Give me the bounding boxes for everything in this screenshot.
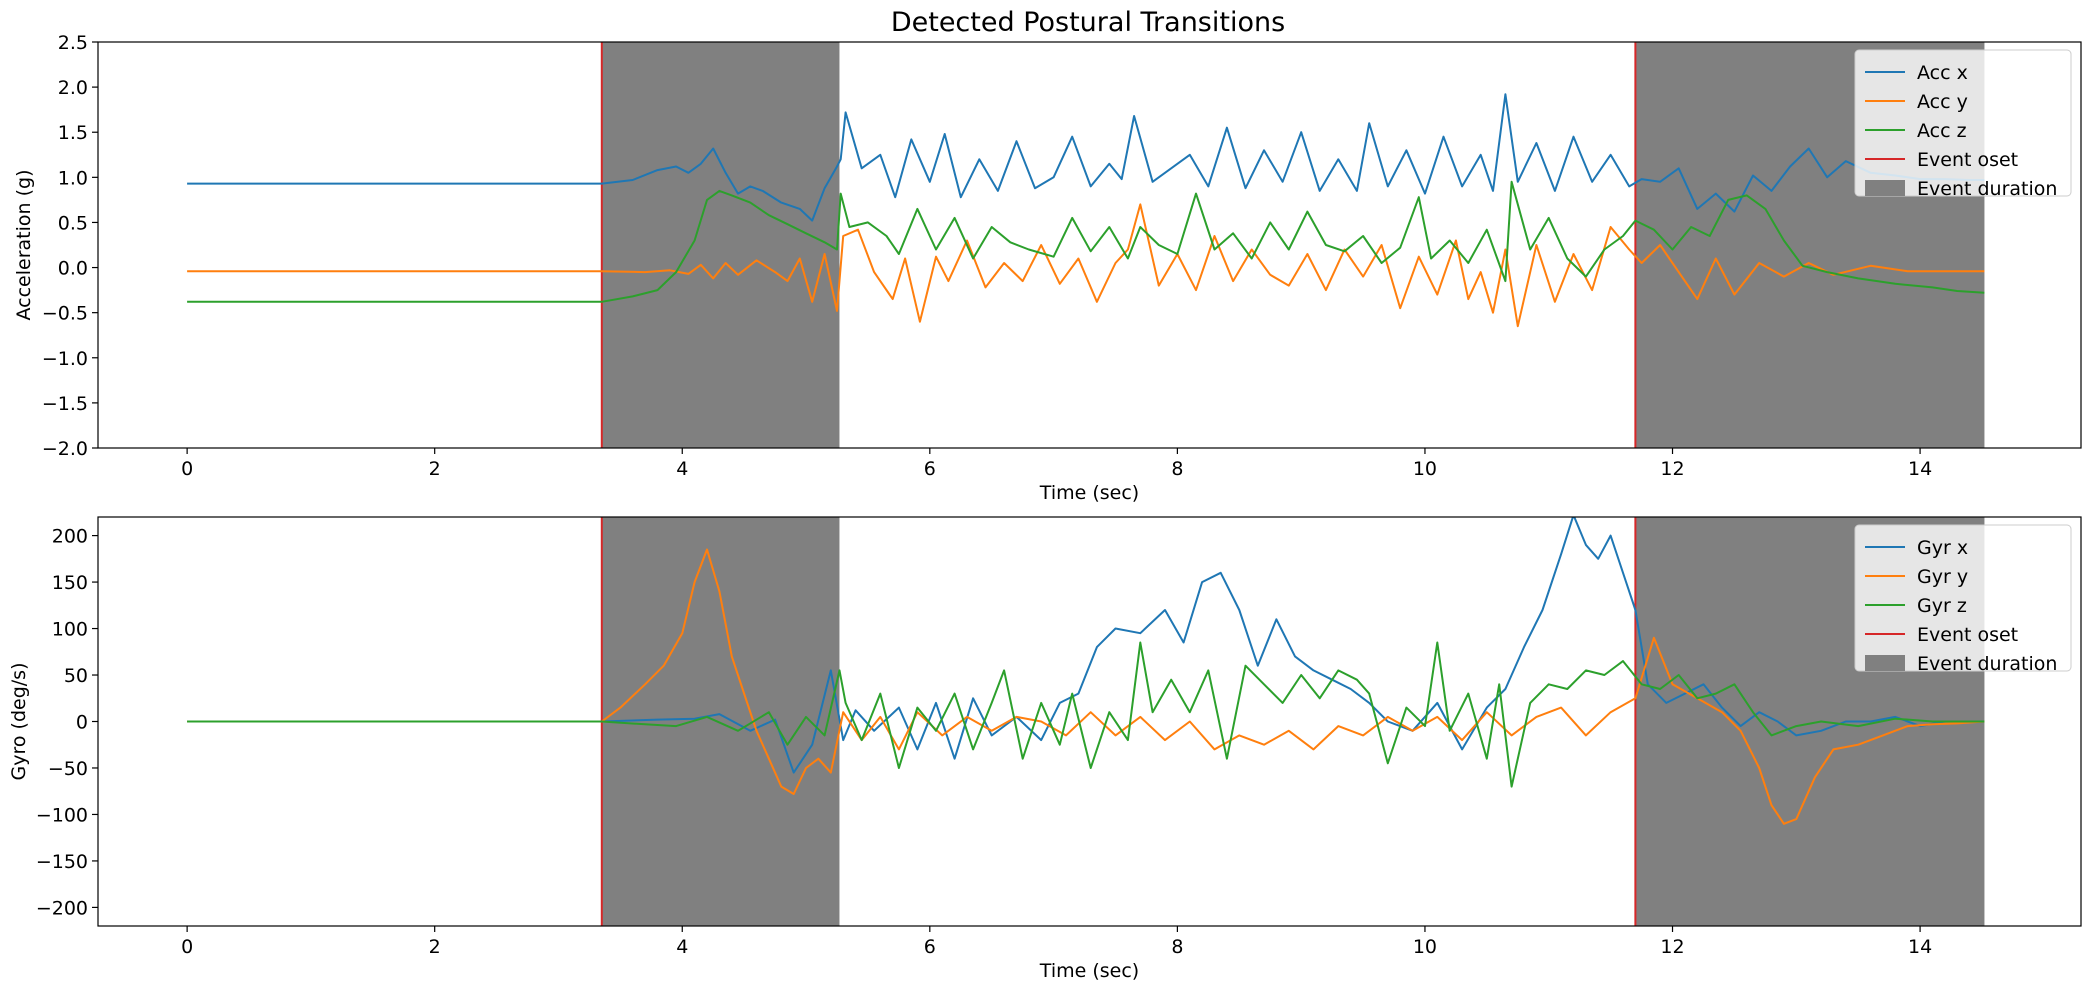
- plot-area: [187, 517, 1985, 926]
- series-line-gyr-x: [187, 517, 1985, 774]
- x-tick-label: 12: [1660, 936, 1684, 958]
- x-tick-label: 10: [1413, 936, 1437, 958]
- y-tick-label: −150: [36, 851, 88, 873]
- legend-box: [1854, 49, 2072, 197]
- legend-box: [1854, 524, 2072, 672]
- y-tick-label: −1.0: [42, 348, 88, 370]
- y-tick-label: 0.0: [58, 258, 88, 280]
- y-tick-label: −2.0: [42, 438, 88, 460]
- y-tick-label: 2.5: [58, 32, 88, 54]
- series-line-acc-y: [187, 203, 1985, 328]
- x-tick-label: 8: [1171, 458, 1183, 480]
- x-tick-label: 10: [1413, 458, 1437, 480]
- x-tick-label: 2: [429, 458, 441, 480]
- x-tick-label: 8: [1171, 936, 1183, 958]
- x-tick-label: 14: [1908, 936, 1932, 958]
- x-tick-label: 12: [1660, 458, 1684, 480]
- legend-label: Acc z: [1917, 120, 1967, 142]
- legend-label: Event oset: [1917, 624, 2018, 646]
- x-tick-label: 14: [1908, 458, 1932, 480]
- legend-label: Gyr x: [1917, 537, 1968, 559]
- legend-swatch-patch: [1865, 655, 1905, 671]
- y-tick-label: −1.5: [42, 393, 88, 415]
- x-tick-label: 6: [924, 458, 936, 480]
- series-line-acc-z: [187, 180, 1985, 303]
- legend-label: Event duration: [1917, 653, 2057, 675]
- x-axis-label: Time (sec): [1039, 960, 1139, 982]
- legend-swatch-patch: [1865, 180, 1905, 196]
- y-tick-label: 200: [52, 526, 88, 548]
- series-line-gyr-z: [187, 641, 1985, 788]
- y-tick-label: −100: [36, 804, 88, 826]
- x-tick-label: 2: [429, 936, 441, 958]
- y-tick-label: −0.5: [42, 303, 88, 325]
- y-tick-label: 150: [52, 572, 88, 594]
- x-axis-label: Time (sec): [1039, 482, 1139, 504]
- y-axis-label: Gyro (deg/s): [8, 663, 30, 781]
- plot-area: [187, 42, 1985, 448]
- x-tick-label: 4: [676, 458, 688, 480]
- gyro-panel: 0 2 4 6 8 10 12 14 −200 −150 −100 −50 0 50 100 150 200 Ti…: [8, 516, 2082, 982]
- x-tick-label: 4: [676, 936, 688, 958]
- y-axis-label: Acceleration (g): [13, 170, 35, 321]
- x-tick-label: 0: [181, 936, 193, 958]
- y-tick-label: −200: [36, 897, 88, 919]
- legend: Gyr x Gyr y Gyr z Event oset Event duration: [1854, 524, 2072, 675]
- legend-label: Acc x: [1917, 62, 1968, 84]
- y-tick-label: 0.5: [58, 212, 88, 234]
- figure-title: Detected Postural Transitions: [891, 7, 1285, 38]
- legend-label: Gyr y: [1917, 566, 1968, 588]
- series-line-acc-x: [187, 93, 1985, 222]
- legend-label: Acc y: [1917, 91, 1968, 113]
- event-duration-span: [601, 42, 840, 448]
- acceleration-panel: 0 2 4 6 8 10 12 14 −2.0 −1.5 −1.0 −0.5 0.0 0.5 1.0 1.5 2…: [13, 32, 2082, 504]
- axes-frame: [97, 41, 2082, 449]
- x-tick-label: 0: [181, 458, 193, 480]
- x-tick-label: 6: [924, 936, 936, 958]
- legend-label: Event oset: [1917, 149, 2018, 171]
- y-tick-label: −50: [48, 758, 88, 780]
- legend-label: Event duration: [1917, 178, 2057, 200]
- legend-label: Gyr z: [1917, 595, 1967, 617]
- series-line-gyr-y: [187, 548, 1985, 825]
- y-tick-label: 100: [52, 619, 88, 641]
- y-tick-label: 50: [64, 665, 88, 687]
- event-duration-span: [601, 517, 840, 926]
- y-tick-label: 1.0: [58, 167, 88, 189]
- y-tick-label: 1.5: [58, 122, 88, 144]
- legend: Acc x Acc y Acc z Event oset Event duration: [1854, 49, 2072, 200]
- y-tick-label: 0: [76, 712, 88, 734]
- y-tick-label: 2.0: [58, 77, 88, 99]
